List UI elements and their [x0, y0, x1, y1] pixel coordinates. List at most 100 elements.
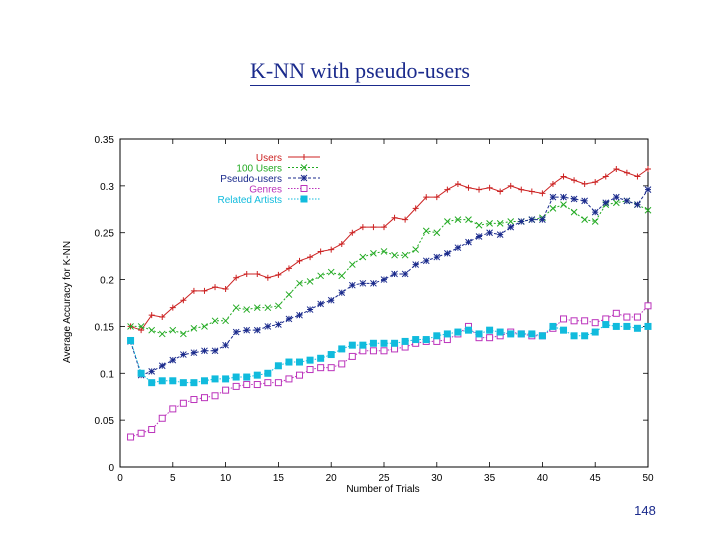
slide-title: K-NN with pseudo-users — [0, 58, 720, 86]
data-point-pseudo-users — [549, 193, 557, 201]
series-related-artists — [127, 321, 652, 387]
series-line-pseudo-users — [130, 189, 649, 376]
data-point-genres — [560, 315, 568, 323]
series-line-100-users — [130, 200, 649, 335]
data-point-100-users — [412, 246, 420, 253]
data-point-100-users — [465, 216, 472, 223]
data-point-users — [507, 182, 514, 189]
data-point-100-users — [549, 204, 557, 212]
series-100-users — [127, 197, 652, 338]
data-point-users — [381, 224, 387, 231]
data-point-100-users — [201, 323, 208, 330]
legend-label-genres: Genres — [249, 185, 282, 196]
data-point-users — [549, 180, 556, 187]
data-point-pseudo-users — [211, 347, 219, 355]
data-point-pseudo-users — [507, 223, 515, 231]
data-point-related-artists — [232, 373, 240, 381]
data-point-related-artists — [633, 324, 641, 332]
data-point-genres — [486, 334, 494, 342]
data-point-genres — [401, 343, 409, 351]
series-line-genres — [130, 305, 649, 438]
data-point-users — [391, 214, 398, 221]
data-point-pseudo-users — [539, 216, 546, 223]
data-point-100-users — [570, 208, 578, 216]
series-line-related-artists — [130, 324, 649, 384]
data-point-100-users — [222, 317, 229, 325]
data-point-100-users — [359, 253, 367, 261]
data-point-genres — [179, 399, 187, 407]
data-point-related-artists — [127, 336, 135, 344]
data-point-pseudo-users — [370, 279, 377, 287]
x-axis-label: Number of Trials — [346, 484, 419, 495]
data-point-users — [254, 270, 261, 277]
data-point-related-artists — [211, 375, 219, 383]
data-point-related-artists — [581, 332, 589, 340]
data-point-related-artists — [317, 354, 325, 362]
data-point-pseudo-users — [190, 349, 198, 357]
legend-label-100-users: 100 Users — [236, 164, 282, 175]
data-point-genres — [612, 309, 620, 317]
data-point-pseudo-users — [359, 279, 367, 287]
data-point-pseudo-users — [528, 216, 536, 223]
x-tick-label: 0 — [117, 473, 123, 484]
data-point-related-artists — [464, 326, 472, 334]
data-point-pseudo-users — [644, 186, 652, 193]
data-point-genres — [169, 405, 177, 413]
data-point-related-artists — [148, 379, 156, 387]
data-point-users — [634, 173, 641, 180]
data-point-genres — [200, 394, 208, 402]
data-point-related-artists — [496, 328, 504, 336]
data-point-genres — [243, 381, 251, 389]
data-point-genres — [285, 375, 293, 383]
legend-marker-100-users — [300, 164, 308, 171]
data-point-users — [212, 284, 219, 291]
data-point-pseudo-users — [591, 208, 599, 216]
data-point-genres — [602, 315, 610, 323]
data-point-related-artists — [200, 377, 208, 385]
legend-marker-genres — [300, 185, 308, 192]
legend-marker-users — [301, 154, 307, 160]
data-point-pseudo-users — [253, 326, 261, 334]
data-point-genres — [190, 396, 198, 404]
data-point-pseudo-users — [296, 311, 303, 319]
data-point-genres — [338, 360, 346, 368]
data-point-related-artists — [380, 339, 388, 347]
series-line-users — [130, 168, 649, 331]
data-point-users — [518, 186, 525, 193]
data-point-users — [275, 271, 282, 278]
data-point-100-users — [264, 304, 272, 312]
data-point-pseudo-users — [496, 231, 504, 238]
data-point-genres — [148, 426, 156, 434]
data-point-users — [338, 240, 345, 247]
data-point-pseudo-users — [570, 195, 578, 203]
data-point-related-artists — [169, 377, 177, 385]
page-number: 148 — [634, 503, 656, 518]
y-tick-label: 0 — [108, 463, 114, 474]
data-point-pseudo-users — [201, 347, 208, 355]
x-tick-label: 20 — [326, 473, 338, 484]
data-point-users — [328, 246, 335, 253]
data-point-100-users — [486, 219, 493, 227]
data-point-users — [486, 184, 493, 191]
data-point-related-artists — [179, 379, 187, 387]
data-point-100-users — [454, 216, 462, 223]
data-point-genres — [232, 382, 240, 390]
data-point-users — [148, 312, 155, 319]
data-point-related-artists — [612, 322, 620, 330]
data-point-users — [528, 188, 535, 195]
y-tick-label: 0.2 — [100, 276, 114, 287]
data-point-100-users — [401, 251, 409, 259]
data-point-genres — [264, 379, 272, 387]
data-point-pseudo-users — [148, 368, 156, 375]
data-point-users — [169, 304, 176, 311]
data-point-related-artists — [517, 330, 525, 338]
data-point-users — [159, 314, 166, 321]
x-tick-label: 5 — [170, 473, 176, 484]
data-point-genres — [369, 347, 377, 355]
data-point-users — [539, 190, 546, 197]
x-tick-label: 10 — [220, 473, 232, 484]
x-tick-label: 45 — [590, 473, 602, 484]
data-point-100-users — [496, 219, 504, 227]
data-point-pseudo-users — [454, 244, 462, 252]
